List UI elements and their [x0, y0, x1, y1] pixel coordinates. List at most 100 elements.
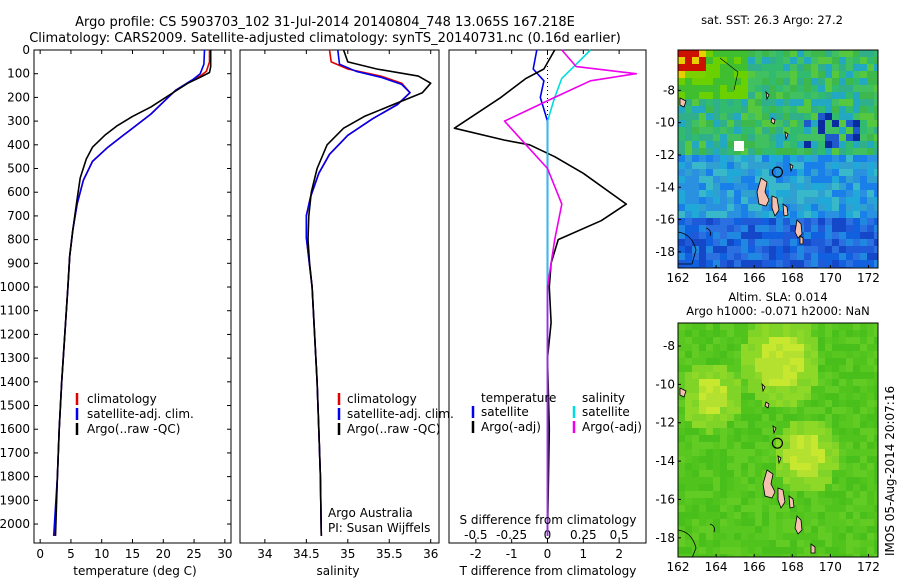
map-cell	[755, 99, 763, 107]
map-cell	[692, 197, 700, 205]
map-cell	[685, 197, 693, 205]
map-cell	[748, 477, 756, 485]
map-cell	[832, 519, 840, 527]
map-cell	[692, 127, 700, 135]
map-cell	[720, 533, 728, 541]
x-tick-label: 0	[544, 547, 552, 561]
map-cell	[769, 183, 777, 191]
legend-label-satellite: satellite-adj. clim.	[347, 407, 454, 421]
map-cell	[776, 169, 784, 177]
map-cell	[825, 442, 833, 450]
map-cell	[706, 148, 714, 156]
map-cell	[706, 78, 714, 86]
map-cell	[790, 463, 798, 471]
map-cell	[797, 197, 805, 205]
map-cell	[811, 400, 819, 408]
map-cell	[741, 414, 749, 422]
map-cell	[741, 225, 749, 233]
map-cell	[734, 372, 742, 380]
map-cell	[818, 442, 826, 450]
map-cell	[727, 449, 735, 457]
map-cell	[692, 379, 700, 387]
map-cell	[839, 225, 847, 233]
map-cell	[860, 463, 868, 471]
map-cell	[713, 92, 721, 100]
legend-label-temp-satellite: satellite	[481, 405, 529, 419]
map-cell	[867, 50, 875, 58]
map-cell	[846, 183, 854, 191]
map-cell	[685, 155, 693, 163]
map-cell	[853, 519, 861, 527]
map-cell	[776, 64, 784, 72]
map-cell	[769, 477, 777, 485]
map-cell	[762, 379, 770, 387]
map-cell	[839, 197, 847, 205]
map-cell	[685, 183, 693, 191]
map-cell	[762, 337, 770, 345]
map-cell	[818, 365, 826, 373]
map-cell	[741, 148, 749, 156]
temperature-legend: climatology satellite-adj. clim. Argo(..…	[75, 392, 194, 436]
map-cell	[818, 554, 826, 557]
map-cell	[776, 260, 784, 268]
map-cell	[818, 463, 826, 471]
map-cell	[706, 64, 714, 72]
map-cell	[867, 162, 875, 170]
map-cell	[755, 169, 763, 177]
map-cell	[692, 491, 700, 499]
map-cell	[825, 190, 833, 198]
map-cell	[734, 197, 742, 205]
map-cell	[853, 246, 861, 254]
map-cell	[874, 449, 878, 457]
map-cell	[846, 169, 854, 177]
map-cell	[692, 148, 700, 156]
map-cell	[853, 232, 861, 240]
map-cell	[762, 540, 770, 548]
map-cell	[825, 92, 833, 100]
map-cell	[797, 204, 805, 212]
map-cell	[860, 554, 868, 557]
map-cell	[818, 85, 826, 93]
map-cell	[741, 211, 749, 219]
map-cell	[790, 148, 798, 156]
map-cell	[811, 225, 819, 233]
map-cell	[874, 330, 878, 338]
y-tick-label: 700	[7, 209, 30, 223]
map-cell	[692, 92, 700, 100]
map-cell	[720, 484, 728, 492]
salinity-x-axis-label: salinity	[316, 564, 359, 578]
map-cell	[825, 323, 833, 331]
map-cell	[720, 239, 728, 247]
map-cell	[839, 92, 847, 100]
map-cell	[713, 519, 721, 527]
map-cell	[755, 477, 763, 485]
map-cell	[699, 554, 707, 557]
map-cell	[825, 155, 833, 163]
map-cell	[804, 484, 812, 492]
map-cell	[713, 456, 721, 464]
map-cell	[755, 533, 763, 541]
map-cell	[734, 554, 742, 557]
map-cell	[706, 141, 714, 149]
map-cell	[741, 428, 749, 436]
map-cell	[727, 148, 735, 156]
map-cell	[783, 393, 791, 401]
map-cell	[867, 547, 875, 555]
map-cell	[678, 505, 686, 513]
map-cell	[783, 57, 791, 65]
map-cell	[797, 141, 805, 149]
map-cell	[692, 57, 700, 65]
map-cell	[734, 526, 742, 534]
map-cell	[713, 134, 721, 142]
map-cell	[797, 57, 805, 65]
map-cell	[811, 351, 819, 359]
map-cell	[853, 372, 861, 380]
map-cell	[755, 57, 763, 65]
map-cell	[713, 211, 721, 219]
sst-map-frame	[677, 49, 879, 269]
map-cell	[797, 477, 805, 485]
map-cell	[867, 470, 875, 478]
map-cell	[706, 365, 714, 373]
map-cell	[720, 428, 728, 436]
map-cell	[846, 141, 854, 149]
